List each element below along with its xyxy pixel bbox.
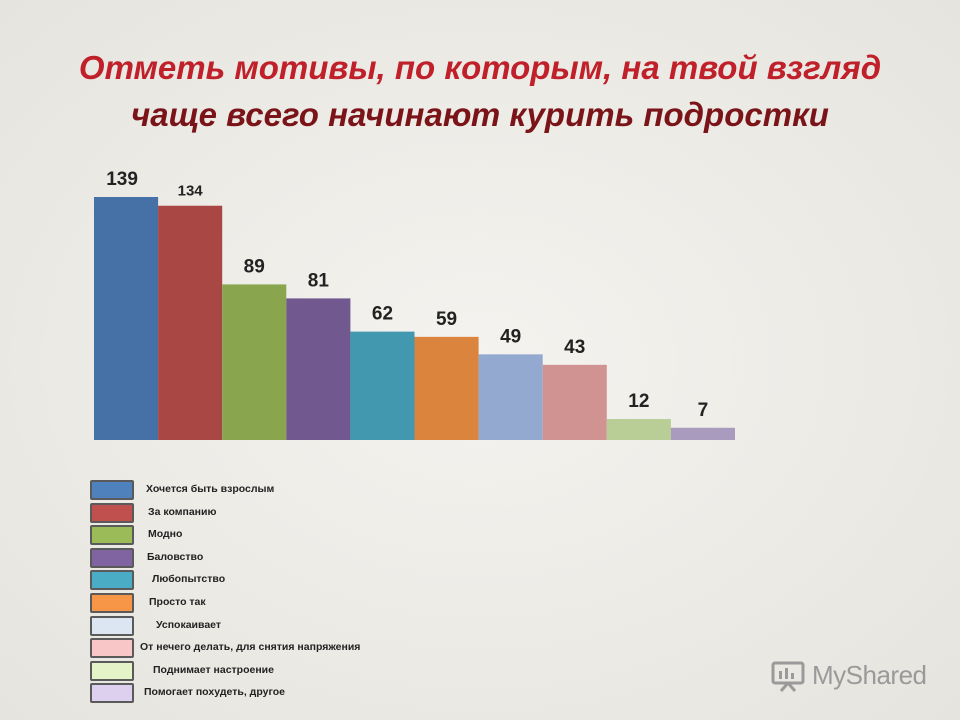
legend-item: За компанию [90, 502, 420, 525]
legend-label: Успокаивает [156, 618, 222, 631]
legend-item: Модно [90, 524, 420, 547]
legend-swatch [90, 660, 134, 681]
bar-3 [222, 284, 287, 440]
legend-item: Успокаивает [90, 615, 420, 638]
data-label-2: 134 [178, 183, 204, 200]
data-label-1: 139 [106, 169, 138, 190]
legend-swatch [90, 592, 134, 613]
bar-2 [158, 205, 223, 440]
legend-swatch [90, 615, 134, 636]
data-label-7: 49 [500, 326, 521, 347]
legend-item: Баловство [90, 547, 420, 570]
presentation-board-icon [771, 661, 805, 692]
data-label-3: 89 [244, 256, 265, 277]
data-label-4: 81 [308, 270, 330, 291]
bar-7 [478, 354, 543, 440]
bar-9 [606, 419, 671, 440]
legend-label: Поднимает настроение [153, 663, 274, 676]
legend-label: От нечего делать, для снятия напряжения [140, 641, 361, 654]
logo-text: MyShared [812, 659, 927, 690]
bar-6 [414, 336, 479, 440]
bar-8 [542, 364, 607, 440]
data-label-10: 7 [698, 400, 709, 421]
data-label-8: 43 [564, 337, 585, 358]
legend-swatch [90, 547, 134, 568]
legend-item: Поднимает настроение [90, 660, 420, 683]
data-label-5: 62 [372, 304, 393, 325]
legend-label: Модно [148, 528, 183, 541]
data-label-6: 59 [436, 309, 457, 330]
legend-item: От нечего делать, для снятия напряжения [90, 637, 420, 660]
bar-10 [670, 427, 735, 440]
chart-title: Отметь мотивы, по которым, на твой взгля… [0, 44, 960, 138]
data-label-9: 12 [628, 391, 649, 412]
legend-swatch [90, 683, 134, 704]
myshared-logo: MyShared [770, 657, 927, 693]
legend-swatch [90, 502, 134, 523]
legend-swatch [90, 570, 134, 591]
legend-item: Помогает похудеть, другое [90, 682, 420, 705]
legend-label: Хочется быть взрослым [146, 483, 275, 495]
bar-5 [350, 331, 415, 440]
bar-4 [286, 298, 351, 440]
legend-item: Любопытство [90, 569, 420, 592]
legend-label: За компанию [148, 505, 217, 518]
legend-swatch [90, 638, 134, 659]
bar-chart: 139 134 89 81 62 59 49 43 12 7 [94, 169, 735, 440]
legend-item: Хочется быть взрослым [90, 479, 420, 502]
legend-label: Любопытство [152, 573, 226, 586]
chart-title-line-2: чаще всего начинают курить подростки [131, 96, 829, 133]
legend-item: Просто так [90, 592, 420, 615]
chart-title-line-1: Отметь мотивы, по которым, на твой взгля… [78, 49, 882, 86]
legend-label: Помогает похудеть, другое [144, 686, 285, 699]
chart-legend: Хочется быть взрослым За компанию Модно Бал… [90, 479, 420, 705]
legend-label: Просто так [149, 595, 206, 608]
legend-swatch [90, 480, 134, 500]
legend-label: Баловство [147, 550, 204, 563]
legend-swatch [90, 525, 134, 546]
bar-1 [94, 197, 159, 440]
